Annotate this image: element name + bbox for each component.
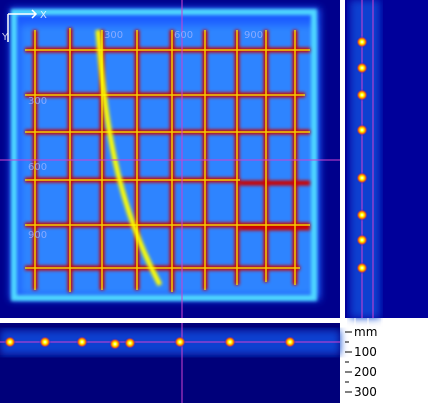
left-scale-label: 300	[28, 96, 47, 107]
top-scale-label: 300	[104, 30, 123, 41]
depth-label: 300	[354, 385, 377, 399]
depth-label: 100	[354, 345, 377, 359]
top-scale-label: 600	[174, 30, 193, 41]
left-scale-label: 900	[28, 230, 47, 241]
left-scale-label: 600	[28, 162, 47, 173]
depth-label: 200	[354, 365, 377, 379]
top-scale-label: 900	[244, 30, 263, 41]
axis-y: Y	[1, 32, 9, 43]
axis-x: X	[40, 10, 47, 21]
depth-ruler: mm 100 200 300	[345, 325, 377, 399]
side-view	[345, 0, 428, 326]
front-view	[0, 323, 340, 403]
depth-unit: mm	[354, 325, 377, 339]
top-view: X Y 300 600 900 300 600 900	[0, 0, 340, 318]
